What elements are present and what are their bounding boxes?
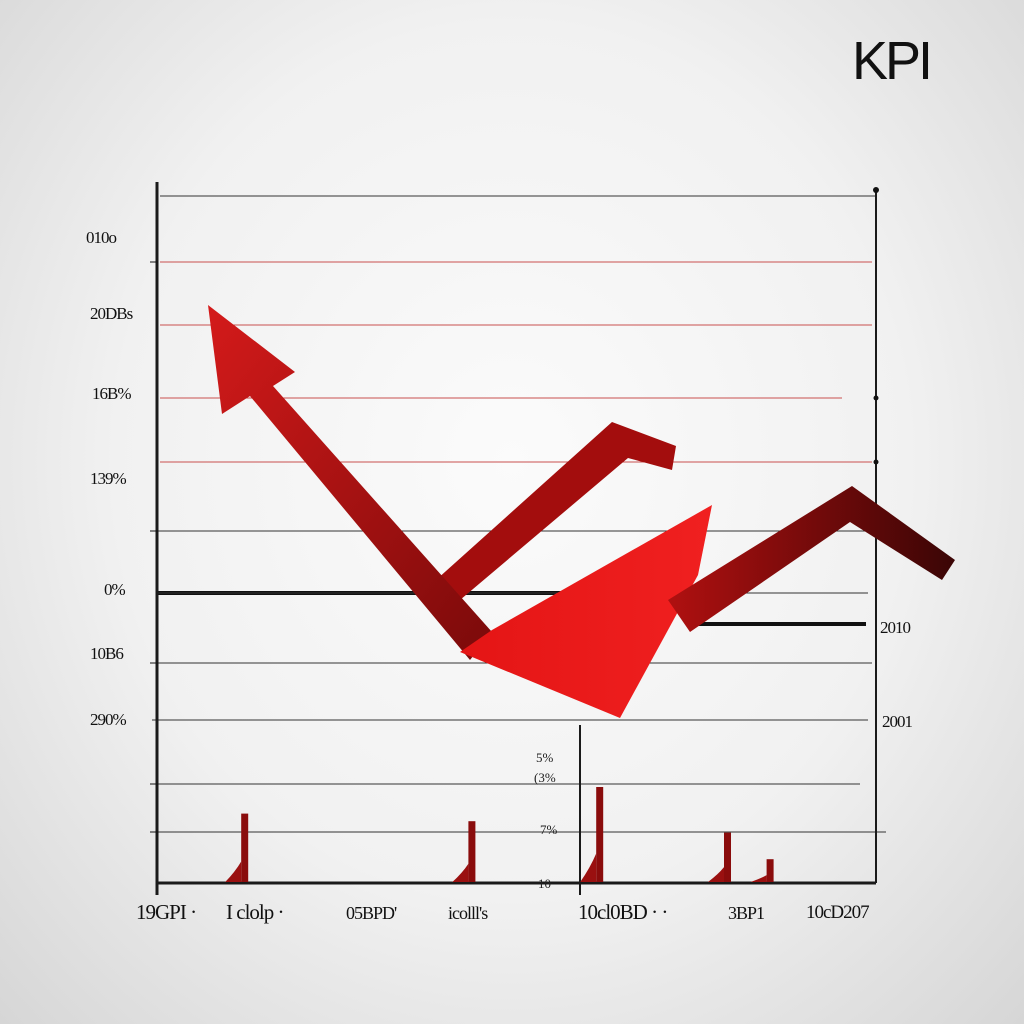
inset-tick-label: 5%: [536, 750, 554, 765]
inset-tick-label: 10: [538, 876, 551, 891]
y-axis-ticks: [150, 261, 158, 833]
right-tick-label: 2010: [880, 618, 911, 637]
x-tick-label: 10cl0BD · ·: [578, 900, 668, 924]
y-tick-label: 10B6: [90, 644, 124, 663]
bar-shadow: [452, 863, 469, 882]
axis-dot: [873, 395, 879, 401]
x-tick-label: 05BPD': [346, 903, 397, 923]
x-tick-label: I clolp ·: [226, 900, 284, 924]
y-tick-label: 16B%: [92, 384, 131, 403]
bar-shadow: [708, 867, 724, 882]
bars: [225, 787, 774, 882]
inset-tick-label: (3%: [534, 770, 556, 785]
y-tick-label: 20DBs: [90, 304, 133, 323]
bar-shadow: [750, 875, 767, 882]
bar: [596, 787, 604, 882]
x-tick-label: 19GPI ·: [136, 900, 197, 924]
axis-dot: [873, 459, 879, 465]
inset-tick-label: 7%: [540, 822, 558, 837]
x-tick-label: 3BP1: [728, 903, 765, 923]
x-tick-label: 10cD207: [806, 902, 870, 923]
bar: [468, 821, 476, 882]
right-tick-label: 2001: [882, 712, 913, 731]
bar: [766, 859, 774, 882]
series-arrows: [208, 305, 955, 718]
y-tick-label: 139%: [90, 469, 127, 488]
series-arrow-main: [208, 305, 492, 660]
chart-title: KPI: [852, 31, 933, 91]
series-arrow-triangle: [460, 505, 712, 718]
series-line-right: [668, 486, 955, 632]
bar-shadow: [580, 853, 597, 882]
y-tick-label: 010o: [86, 228, 117, 247]
series-line-back: [436, 422, 676, 600]
x-tick-label: icolll's: [448, 903, 488, 923]
axis-dot: [873, 187, 879, 193]
bar: [241, 813, 249, 882]
y-tick-label: 290%: [90, 710, 127, 729]
bar-shadow: [225, 861, 242, 882]
bar: [724, 832, 731, 882]
y-tick-label: 0%: [104, 580, 126, 599]
